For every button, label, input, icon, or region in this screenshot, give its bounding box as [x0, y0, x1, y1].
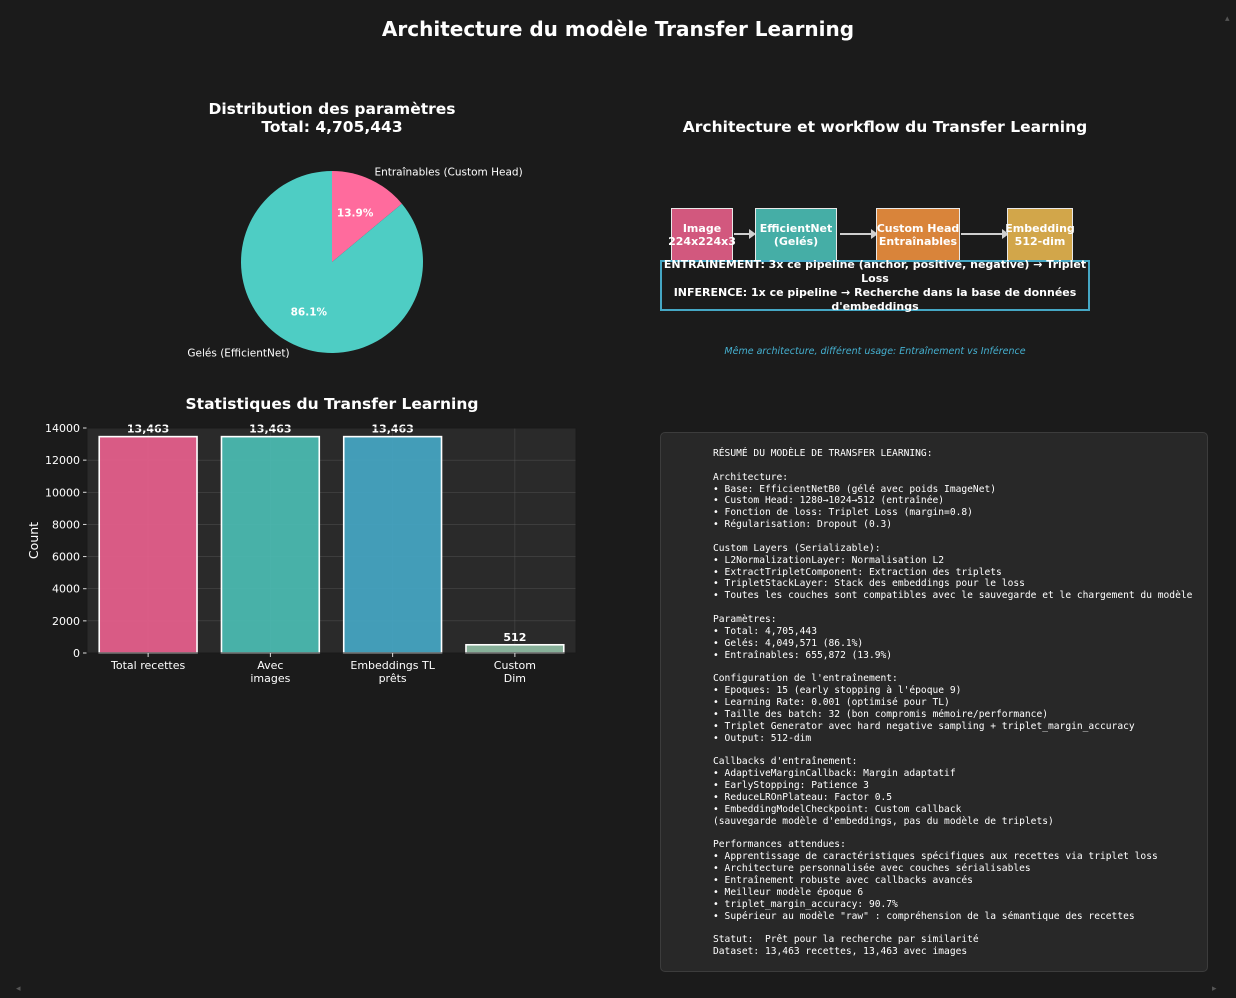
summary-text: RÉSUMÉ DU MODÈLE DE TRANSFER LEARNING: A… [713, 448, 1193, 958]
training-pipeline-text: ENTRAINEMENT: 3x ce pipeline (anchor, po… [663, 257, 1087, 285]
y-tick-label: 6000 [52, 551, 80, 564]
x-tick-label: Dim [504, 672, 526, 685]
stage-efficientnet-status: (Gelés) [773, 234, 819, 248]
pie-chart: 13.9% Entraînables (Custom Head) 86.1% Gelé… [187, 166, 522, 360]
inference-pipeline-text: INFERENCE: 1x ce pipeline → Recherche da… [673, 285, 1077, 313]
y-tick-label: 14000 [45, 422, 80, 435]
stage-custom-head-status: Entraînables [878, 234, 958, 248]
x-tick-label: Custom [494, 659, 536, 672]
stage-efficientnet-label: EfficientNet [759, 221, 833, 235]
bar [220, 435, 321, 654]
figure-title: Architecture du modèle Transfer Learning [381, 17, 855, 41]
bar-chart: 0 2000 4000 6000 8000 10000 12000 14000 13,463 13… [26, 422, 577, 685]
pie-slice-label: Gelés (EfficientNet) [187, 348, 289, 360]
arrow-image-to-efficientnet [734, 229, 756, 239]
stage-custom-head-box: Custom Head Entraînables [876, 208, 960, 261]
y-tick-label: 10000 [45, 486, 80, 499]
pie-title-line1: Distribution des paramètres [208, 100, 456, 118]
y-tick-label: 4000 [52, 583, 80, 596]
stage-embedding-dim: 512-dim [1014, 234, 1066, 248]
plot-frame [86, 427, 577, 654]
bar-value-label: 13,463 [371, 423, 413, 436]
y-tick-label: 8000 [52, 518, 80, 531]
stage-embedding-box: Embedding 512-dim [1005, 208, 1075, 261]
pie-percent-label: 86.1% [291, 306, 328, 318]
stage-image-label: Image [682, 221, 722, 235]
scroll-left-icon[interactable]: ◂ [16, 984, 21, 994]
y-axis-label: Count [26, 522, 41, 559]
pie-slice-label: Entraînables (Custom Head) [374, 166, 522, 178]
x-tick-label: images [250, 672, 290, 685]
bar-chart-title: Statistiques du Transfer Learning [185, 395, 479, 413]
y-tick-label: 2000 [52, 615, 80, 628]
stage-custom-head-label: Custom Head [876, 221, 960, 235]
bar-value-label: 13,463 [249, 423, 291, 436]
bar-value-label: 512 [503, 631, 526, 644]
y-tick-label: 12000 [45, 454, 80, 467]
summary-panel: RÉSUMÉ DU MODÈLE DE TRANSFER LEARNING: A… [660, 432, 1208, 972]
pie-percent-label: 13.9% [337, 208, 374, 220]
bar [465, 643, 565, 654]
stage-embedding-label: Embedding [1005, 221, 1075, 235]
x-tick-label: Avec [257, 659, 283, 672]
bar [342, 435, 443, 654]
pie-title-line2: Total: 4,705,443 [261, 118, 403, 136]
y-tick-label: 0 [73, 647, 80, 660]
x-tick-label: prêts [379, 672, 407, 685]
scroll-up-icon[interactable]: ▴ [1225, 14, 1230, 24]
bar [98, 435, 198, 654]
arrow-head-to-embedding [961, 229, 1009, 239]
stage-image-size: 224x224x3 [668, 234, 736, 248]
x-tick-label: Embeddings TL [350, 659, 435, 672]
x-tick-label: Total recettes [110, 659, 185, 672]
stage-image-box: Image 224x224x3 [668, 208, 736, 261]
diagram-caption: Même architecture, différent usage: Entr… [724, 346, 1026, 357]
bar-value-label: 13,463 [127, 423, 169, 436]
scroll-right-icon[interactable]: ▸ [1212, 984, 1217, 994]
pie-slice [241, 171, 424, 353]
pie-slice [332, 171, 402, 262]
stage-efficientnet-box: EfficientNet (Gelés) [755, 208, 837, 261]
pipeline-usage-box: ENTRAINEMENT: 3x ce pipeline (anchor, po… [660, 257, 1090, 313]
diagram-title: Architecture et workflow du Transfer Lea… [682, 118, 1088, 136]
pie-chart-title: Distribution des paramètres Total: 4,705… [182, 100, 482, 136]
arrow-efficientnet-to-head [840, 229, 878, 239]
